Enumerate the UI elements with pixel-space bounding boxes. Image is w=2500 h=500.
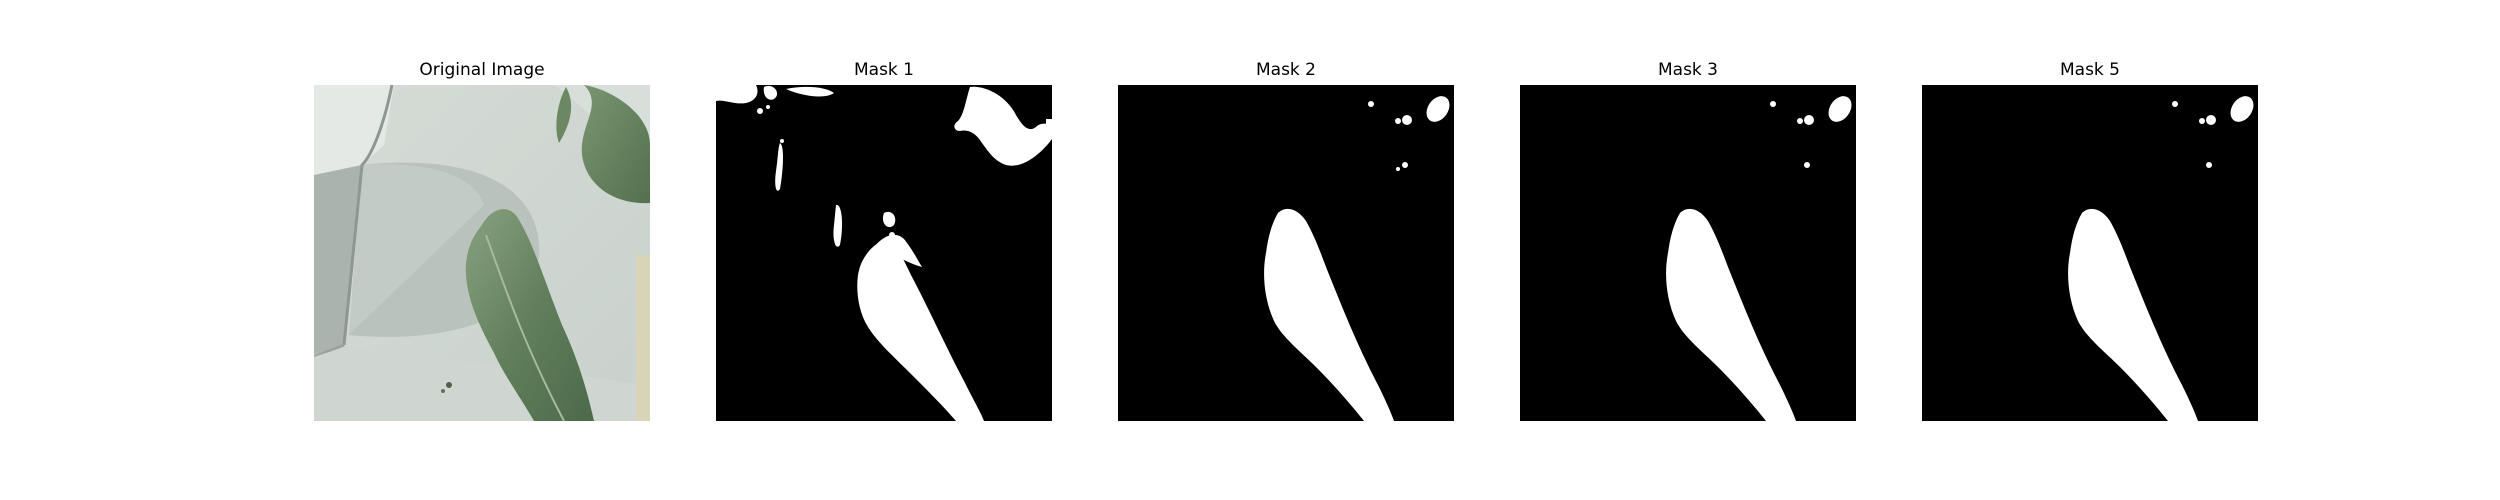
panel-title: Original Image [419,60,545,80]
panel-title: Mask 2 [1255,60,1316,80]
mask-image [1118,85,1454,421]
mask-image [1922,85,2258,421]
panel-mask-1: Mask 1 [716,0,1052,500]
original-photo [314,85,650,421]
panel-title: Mask 5 [2059,60,2120,80]
mask-image [716,85,1052,421]
panel-title: Mask 3 [1657,60,1718,80]
panel-mask-5: Mask 5 [1922,0,2258,500]
mask-image [1520,85,1856,421]
panel-mask-2: Mask 2 [1118,0,1454,500]
panel-title: Mask 1 [853,60,914,80]
panel-original-image: Original Image [314,0,650,500]
panel-mask-3: Mask 3 [1520,0,1856,500]
